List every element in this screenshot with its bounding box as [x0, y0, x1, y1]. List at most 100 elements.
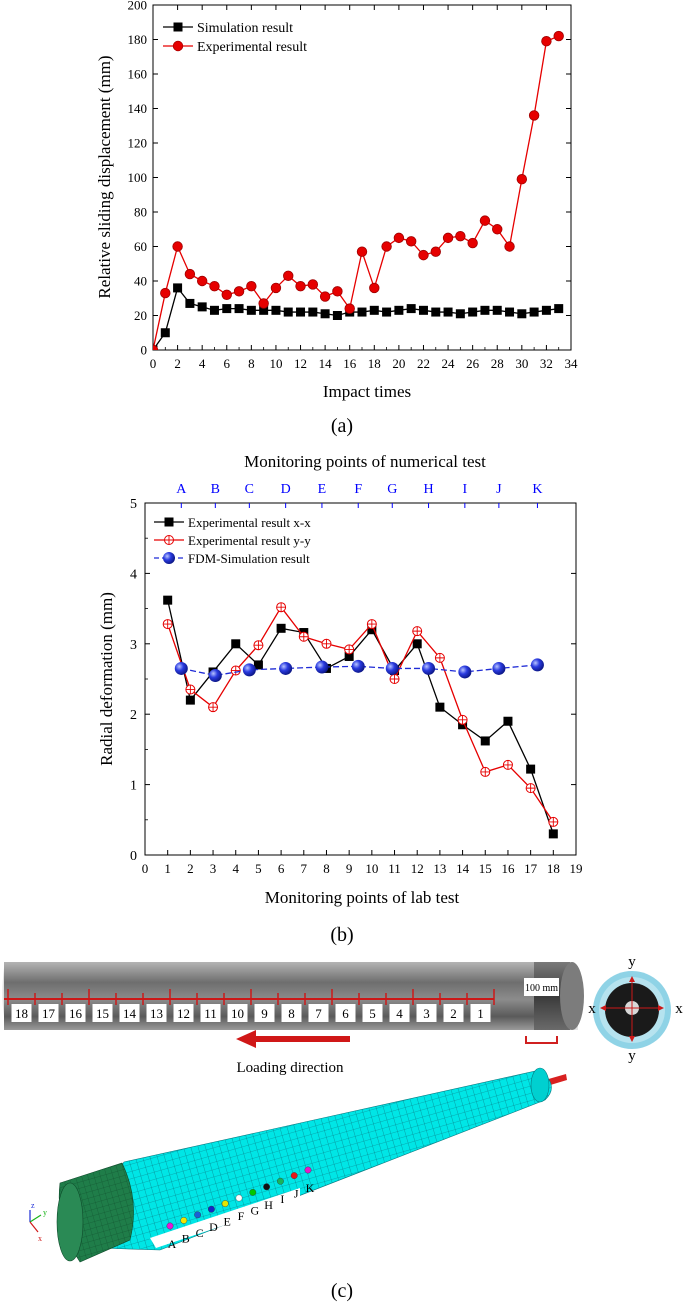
x-tick-label-a: 8: [248, 356, 255, 371]
x-tick-label-b: 13: [433, 861, 446, 876]
x-tick-label-b: 7: [301, 861, 308, 876]
x-tick-label-b: 2: [187, 861, 194, 876]
legend-marker-yy: [164, 535, 174, 545]
rock-number-label: 6: [342, 1006, 349, 1021]
data-point-simulation: [234, 304, 244, 314]
data-point-simulation: [554, 304, 564, 314]
y-tick-label-a: 200: [128, 0, 148, 13]
x-tick-label-b: 12: [411, 861, 424, 876]
data-point-xx: [185, 695, 195, 705]
axis-x-label: x: [38, 1234, 42, 1243]
loading-direction-arrow: [236, 1030, 350, 1048]
cross-section-photo: [593, 971, 671, 1049]
data-point-fdm: [174, 661, 188, 675]
monitoring-point-label: C: [196, 1226, 204, 1240]
x-tick-label-a: 2: [174, 356, 181, 371]
x-tick-label-b: 3: [210, 861, 217, 876]
data-point-yy: [321, 638, 332, 649]
legend-label-experimental: Experimental result: [197, 40, 307, 55]
data-point-experimental: [442, 232, 454, 244]
y-tick-label-b: 5: [130, 497, 137, 512]
rock-number-box: [173, 1004, 194, 1022]
x-tick-label-b: 14: [456, 861, 470, 876]
data-point-experimental: [430, 246, 441, 257]
rock-number-box: [227, 1004, 248, 1022]
data-point-xx: [163, 595, 173, 605]
legend-marker-fdm: [163, 552, 175, 564]
x-tick-label-b: 9: [346, 861, 353, 876]
data-point-experimental: [516, 174, 528, 185]
data-point-simulation: [455, 309, 465, 319]
rock-number-box: [470, 1004, 491, 1022]
monitoring-point-label: E: [224, 1215, 231, 1229]
data-point-fdm: [422, 661, 436, 675]
data-point-experimental: [184, 268, 196, 280]
data-point-simulation: [480, 305, 490, 315]
rock-number-label: 8: [288, 1006, 295, 1021]
data-point-simulation: [382, 307, 392, 317]
y-tick-label-b: 3: [130, 638, 137, 653]
rock-number-box: [281, 1004, 302, 1022]
data-point-yy-cross: [208, 702, 218, 712]
top-tick-label-b: F: [354, 482, 362, 497]
top-tick-label-b: G: [387, 482, 397, 497]
data-point-experimental: [295, 280, 306, 292]
data-point-experimental: [492, 224, 503, 235]
y-tick-label-a: 180: [128, 32, 148, 47]
x-tick-label-b: 5: [255, 861, 262, 876]
y-tick-label-a: 100: [128, 170, 148, 185]
data-point-yy-cross: [367, 619, 377, 629]
monitoring-point-label: F: [238, 1209, 245, 1223]
series-line-fdm: [181, 664, 538, 677]
data-point-simulation: [271, 305, 281, 315]
chart-a-frame: [152, 4, 572, 351]
data-point-yy-cross: [458, 715, 468, 725]
top-tick-label-b: E: [318, 482, 327, 497]
rock-number-box: [119, 1004, 140, 1022]
data-point-experimental: [479, 215, 491, 226]
data-point-xx: [526, 764, 536, 774]
x-tick-label-a: 6: [224, 356, 231, 371]
data-point-simulation: [394, 305, 404, 315]
rock-specimen-photo: 18 17 16 15 14 13 12 11 10 9 8 7 6 5 4 3 2 1 100 mm: [2, 962, 584, 1044]
x-tick-label-b: 17: [524, 861, 538, 876]
x-tick-label-b: 1: [164, 861, 171, 876]
chart-a-ylabel: Relative sliding displacement (mm): [95, 55, 114, 298]
monitoring-point-label: J: [294, 1187, 299, 1201]
data-point-yy: [366, 619, 377, 630]
legend-label-fdm: FDM-Simulation result: [188, 551, 310, 566]
data-point-experimental: [528, 110, 540, 121]
data-point-fdm: [492, 661, 506, 675]
data-point-simulation: [160, 328, 170, 338]
x-tick-label-a: 10: [269, 356, 282, 371]
y-tick-label-a: 0: [141, 343, 148, 358]
cross-section-x-right: x: [675, 1001, 683, 1017]
data-point-experimental: [160, 287, 171, 299]
data-point-experimental: [553, 30, 564, 42]
monitoring-point-marker: [221, 1200, 229, 1208]
data-point-yy-cross: [253, 640, 263, 650]
chart-b-title: Monitoring points of numerical test: [244, 452, 486, 471]
y-tick-label-b: 0: [130, 849, 137, 864]
data-point-experimental: [418, 249, 429, 261]
monitoring-point-marker: [249, 1189, 257, 1196]
data-point-yy-cross: [231, 666, 241, 676]
rock-number-box: [146, 1004, 167, 1022]
rock-number-box: [308, 1004, 329, 1022]
x-tick-label-b: 8: [323, 861, 330, 876]
data-point-experimental: [356, 246, 368, 257]
y-tick-label-b: 2: [130, 708, 137, 723]
data-point-yy: [548, 816, 559, 827]
y-tick-label-a: 60: [134, 239, 147, 254]
monitoring-point-label: I: [280, 1192, 284, 1206]
rock-number-label: 13: [150, 1006, 163, 1021]
x-tick-label-a: 4: [199, 356, 206, 371]
data-point-fdm: [315, 660, 329, 674]
rock-number-box: [362, 1004, 383, 1022]
rock-number-label: 10: [231, 1006, 244, 1021]
x-tick-label-a: 18: [368, 356, 381, 371]
data-point-yy: [480, 766, 491, 777]
cross-section-y-top: y: [628, 954, 636, 970]
